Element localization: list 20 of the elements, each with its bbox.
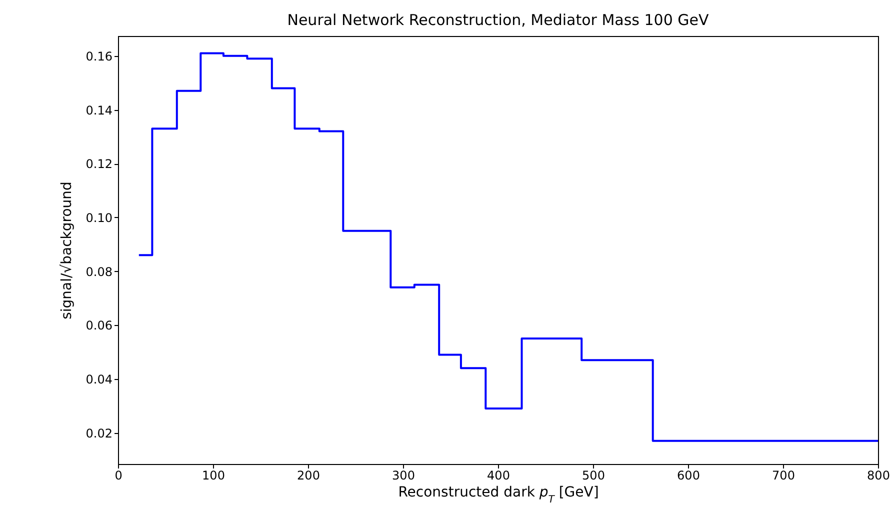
y-axis-title: signal/√background	[58, 182, 75, 320]
y-tick-label: 0.16	[86, 49, 112, 64]
y-tick-label: 0.12	[86, 157, 112, 172]
chart-title: Neural Network Reconstruction, Mediator Mass 100 GeV	[287, 11, 710, 29]
x-tick-label: 800	[867, 468, 890, 482]
y-tick-label: 0.10	[86, 210, 112, 225]
y-tick-label: 0.14	[86, 103, 112, 118]
x-tick-label: 600	[677, 468, 700, 482]
x-tick-label: 400	[487, 468, 510, 482]
x-tick-label: 200	[297, 468, 320, 482]
x-tick-label: 300	[392, 468, 415, 482]
y-tick-label: 0.06	[86, 318, 112, 333]
x-axis-title: Reconstructed dark p$_{T}$ [GeV]	[398, 484, 599, 505]
x-tick-label: 100	[202, 468, 225, 482]
x-tick-label: 0	[114, 468, 122, 482]
y-tick-label: 0.08	[86, 264, 112, 279]
y-tick-label: 0.02	[86, 426, 112, 440]
x-tick-label: 500	[582, 468, 605, 482]
x-tick-label: 700	[772, 468, 795, 482]
y-tick-label: 0.04	[86, 372, 112, 386]
